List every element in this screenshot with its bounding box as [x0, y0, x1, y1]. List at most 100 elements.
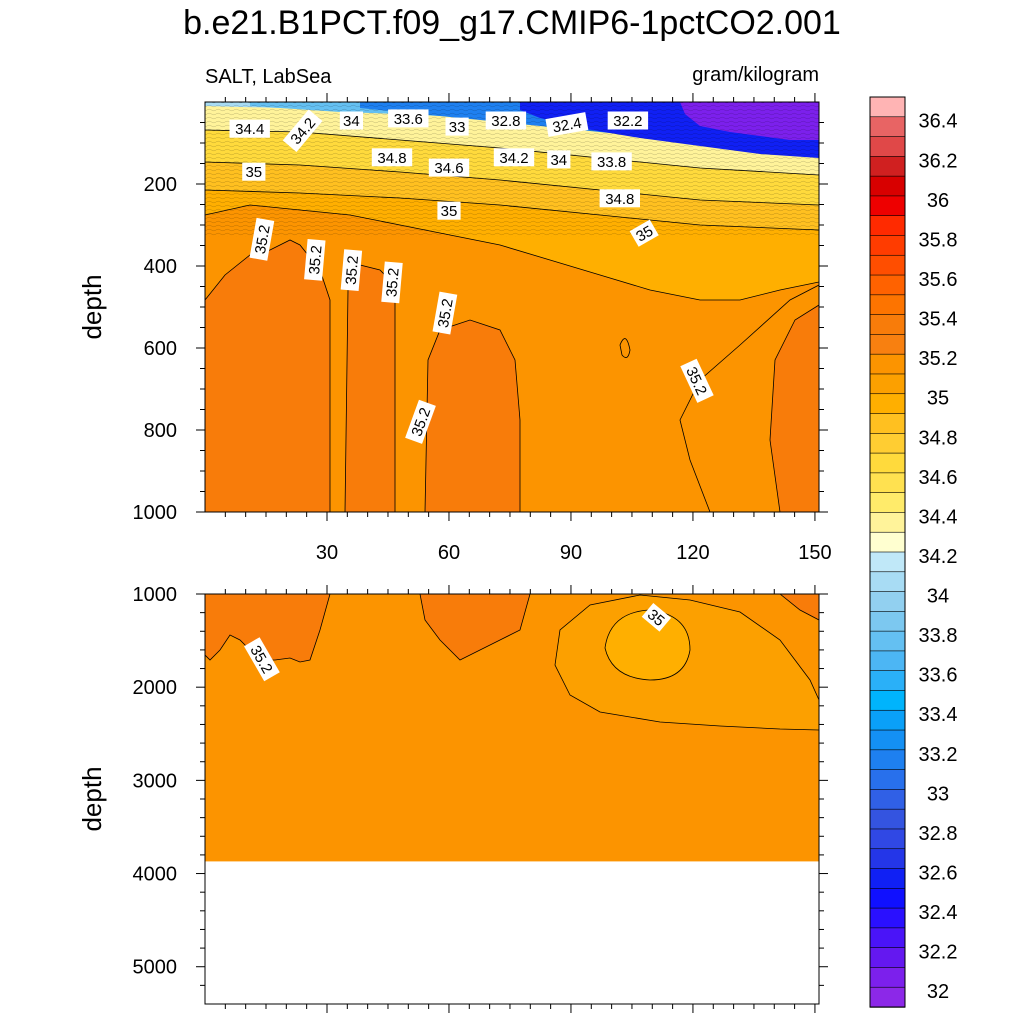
- contour-label: 33.8: [591, 152, 632, 171]
- figure-title: b.e21.B1PCT.f09_g17.CMIP6-1pctCO2.001: [183, 4, 841, 42]
- colorbar-swatch: [869, 611, 906, 632]
- contour-label-bg: [437, 201, 461, 220]
- colorbar-tick-label: 32.2: [919, 942, 958, 964]
- upper-y-axis-label: depth: [77, 274, 107, 339]
- contour-label: 35.2: [340, 249, 363, 292]
- lower-axis-ticks: 1000 2000 3000 4000 5000: [133, 584, 828, 1013]
- lower-deep-orange-mid: [420, 594, 530, 660]
- contour-label-text: 35.2: [435, 297, 457, 329]
- colorbar-tick-label: 36.4: [919, 111, 958, 133]
- colorbar-swatch: [869, 116, 906, 138]
- contour-label: 35.2: [432, 291, 458, 335]
- lower-y-tick-label: 1000: [133, 584, 178, 606]
- contour-label-bg: [607, 111, 649, 130]
- lower-panel: 1000 2000 3000 4000 5000 35.235 depth: [77, 584, 828, 1013]
- colorbar-tick-label: 34.8: [919, 427, 958, 449]
- contour-label-bg: [381, 261, 403, 304]
- contour-label-text: 34: [550, 152, 567, 169]
- contour-label-text: 34: [343, 113, 360, 130]
- colorbar-swatch: [869, 215, 906, 237]
- contour-label-bg: [545, 112, 589, 137]
- upper-y-tick-label: 400: [144, 256, 177, 278]
- contour-label-bg: [445, 117, 469, 136]
- contour-label-bg: [229, 119, 270, 138]
- colorbar-swatch: [869, 314, 906, 336]
- contour-label-bg: [388, 109, 429, 128]
- contour-label-text: 35.2: [383, 267, 402, 298]
- lower-deep-orange-right: [780, 594, 819, 620]
- contour-label-bg: [242, 162, 266, 181]
- contour-label-text: 34.8: [605, 191, 634, 208]
- contour-label: 35: [641, 602, 672, 632]
- contour-label-text: 35: [245, 164, 262, 181]
- lower-y-tick-label: 4000: [133, 864, 178, 886]
- colorbar-tick-label: 33.4: [919, 704, 958, 726]
- colorbar-swatch: [869, 690, 906, 711]
- contour-label-bg: [680, 358, 714, 403]
- colorbar-swatch: [869, 551, 906, 573]
- colorbar-tick-label: 33.8: [919, 625, 958, 647]
- colorbar-tick-label: 35.4: [919, 309, 958, 331]
- upper-mid-orange-right: [680, 285, 819, 512]
- contour-label: 34.8: [371, 148, 413, 167]
- colorbar-swatch: [869, 571, 906, 593]
- upper-deep-orange-right: [770, 305, 819, 512]
- contour-label: 34: [547, 150, 571, 169]
- colorbar-tick-label: 35.6: [919, 269, 958, 291]
- colorbar-swatch: [869, 175, 906, 197]
- colorbar-tick-label: 34.4: [919, 506, 958, 528]
- colorbar-swatch: [869, 492, 906, 514]
- colorbar-tick-label: 34.6: [919, 467, 958, 489]
- contour-label: 32.2: [607, 111, 649, 130]
- colorbar-swatch: [869, 848, 906, 870]
- contour-label: 34.2: [493, 148, 535, 167]
- colorbar-tick-label: 35.2: [919, 348, 958, 370]
- colorbar-swatch: [869, 373, 906, 395]
- contour-label-bg: [547, 150, 571, 169]
- colorbar-swatch: [869, 927, 906, 949]
- units-label: gram/kilogram: [692, 64, 819, 86]
- contour-label-text: 35: [633, 223, 656, 246]
- contour-label-text: 33.6: [394, 111, 423, 128]
- contour-label: 34: [339, 111, 363, 130]
- colorbar-swatch: [869, 254, 906, 276]
- contour-label-text: 34.4: [235, 121, 264, 138]
- contour-label-text: 34.2: [499, 150, 528, 167]
- colorbar-swatch: [869, 512, 906, 533]
- lower-y-axis-label: depth: [77, 766, 107, 831]
- colorbar-swatch: [869, 709, 906, 731]
- lower-amber-core: [605, 610, 690, 680]
- colorbar-swatch: [869, 828, 906, 850]
- contour-label: 35: [629, 219, 659, 247]
- contour-label-text: 35.2: [306, 245, 325, 276]
- contour-label-bg: [340, 249, 363, 292]
- contour-label-bg: [405, 399, 436, 444]
- colorbar-swatch: [869, 413, 906, 434]
- upper-panel: 200 400 600 800 1000 30 60 90 120 150 34.4 34.2 34 3…: [77, 93, 832, 564]
- colorbar-swatch: [869, 670, 906, 692]
- upper-deep-orange-columns: [345, 265, 395, 512]
- upper-contour-lines: [205, 129, 819, 512]
- contour-label-bg: [629, 219, 659, 247]
- contour-label: 35.2: [249, 217, 275, 261]
- upper-y-tick-label: 1000: [133, 502, 178, 524]
- upper-contour-labels: 34.4 34.2 34 33.6 33 32.8 32.4 32.234.834.634.2…: [229, 109, 714, 444]
- colorbar-swatch: [869, 591, 906, 613]
- contour-label: 32.8: [485, 111, 527, 130]
- contour-label-text: 35.2: [252, 224, 274, 256]
- colorbar: 36.4 36.2 36 35.8 35.6 35.4 35.2 35 34.8 34.6 34.4…: [869, 96, 958, 1008]
- contour-label: 34.6: [428, 158, 470, 177]
- contour-label-text: 35: [441, 203, 458, 220]
- colorbar-tick-label: 33.2: [919, 744, 958, 766]
- colorbar-tick-label: 36.2: [919, 150, 958, 172]
- contour-label: 35: [242, 162, 266, 181]
- colorbar-swatch: [869, 729, 906, 751]
- colorbar-swatch: [869, 472, 906, 494]
- lower-y-tick-label: 5000: [133, 957, 178, 979]
- contour-label-text: 32.2: [613, 113, 642, 130]
- colorbar-tick-label: 34: [927, 586, 949, 608]
- lower-deep-orange-left: [205, 594, 330, 662]
- colorbar-swatch: [869, 789, 906, 810]
- colorbar-swatch: [869, 452, 906, 474]
